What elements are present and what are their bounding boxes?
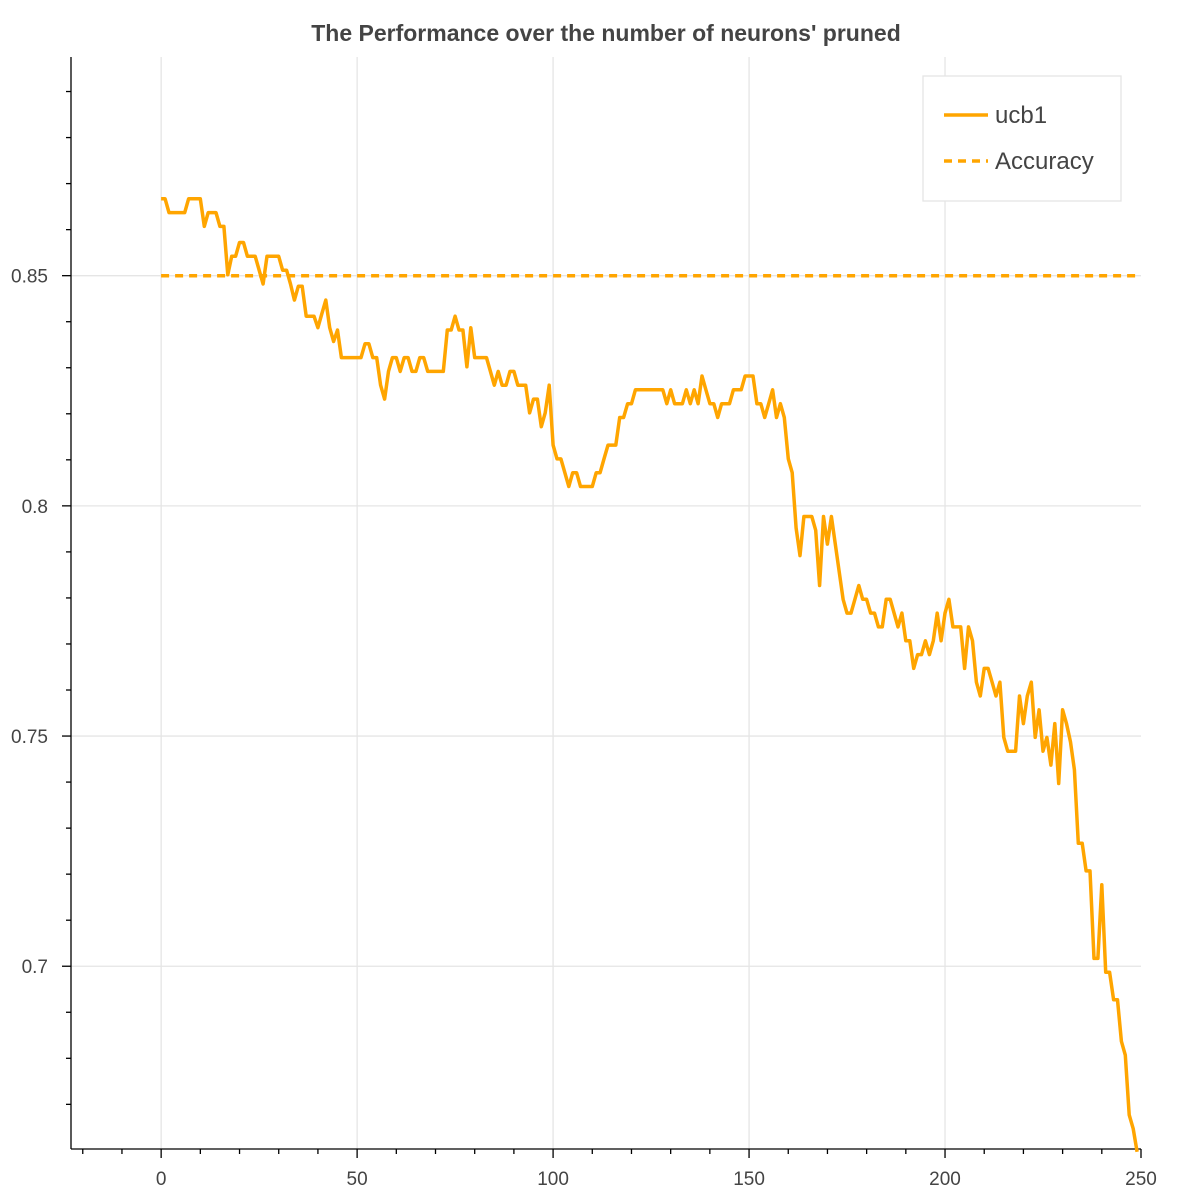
series-line-ucb1 bbox=[161, 197, 1139, 1153]
legend-label-ucb1: ucb1 bbox=[995, 102, 1047, 129]
y-tick-label: 0.85 bbox=[11, 267, 48, 288]
x-tick-label: 250 bbox=[1125, 1169, 1157, 1190]
legend: ucb1 Accuracy bbox=[922, 75, 1122, 202]
x-tick-label: 50 bbox=[347, 1169, 368, 1190]
axes: 0 50 100 150 200 250 0.7 0.75 0.8 0.85 bbox=[11, 57, 1157, 1190]
legend-box bbox=[922, 75, 1122, 202]
y-tick-label: 0.8 bbox=[22, 497, 48, 518]
chart-title: The Performance over the number of neuro… bbox=[311, 20, 901, 46]
y-tick-label: 0.75 bbox=[11, 727, 48, 748]
x-tick-label: 200 bbox=[929, 1169, 961, 1190]
series-lines bbox=[161, 197, 1141, 1153]
x-tick-label: 0 bbox=[156, 1169, 167, 1190]
y-tick-label: 0.7 bbox=[22, 957, 48, 978]
legend-label-accuracy: Accuracy bbox=[995, 148, 1094, 175]
x-tick-label: 150 bbox=[733, 1169, 765, 1190]
x-tick-label: 100 bbox=[537, 1169, 569, 1190]
